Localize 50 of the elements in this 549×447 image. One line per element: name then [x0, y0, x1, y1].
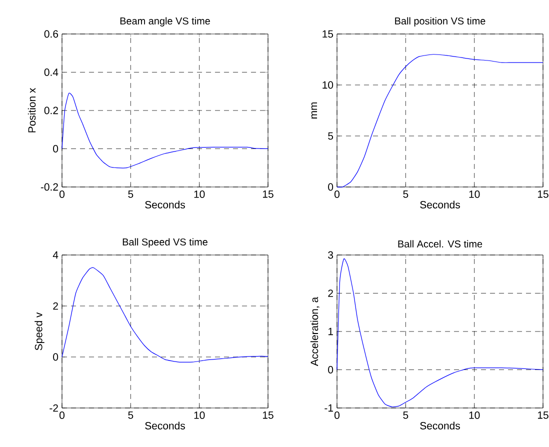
x-tick-label: 5	[403, 190, 408, 198]
x-axis-title: Seconds	[145, 422, 185, 430]
chart-title: Beam angle VS time	[120, 17, 210, 26]
y-tick-label: 2	[328, 290, 333, 297]
x-tick-label: 5	[128, 190, 134, 198]
y-tick-label: 0	[328, 183, 334, 191]
x-tick-label: 10	[469, 190, 480, 198]
y-tick-label: -1	[324, 404, 333, 412]
x-tick-label: 0	[334, 190, 340, 198]
y-tick-label: 2	[53, 302, 58, 310]
y-tick-label: 0	[53, 145, 58, 152]
y-tick-label: 3	[328, 251, 334, 259]
y-tick-label: 1	[328, 328, 333, 336]
line-series	[336, 54, 544, 188]
x-tick-label: 10	[194, 412, 205, 419]
y-tick-label: 0.6	[44, 30, 58, 38]
chart-title: Ball Speed VS time	[122, 238, 208, 248]
y-tick-label: 5	[328, 132, 334, 140]
x-tick-label: 10	[469, 412, 480, 419]
line-series	[336, 258, 544, 408]
x-tick-label: 15	[538, 190, 548, 198]
y-tick-label: 0	[328, 366, 334, 374]
x-tick-label: 0	[334, 412, 340, 419]
x-tick-label: 5	[403, 412, 408, 419]
x-tick-label: 15	[538, 412, 548, 419]
y-tick-label: 4	[52, 251, 58, 259]
x-tick-label: 15	[262, 412, 274, 419]
y-tick-label: 0.2	[44, 106, 58, 114]
y-axis-title: Position x	[28, 88, 36, 132]
x-axis-title: Seconds	[145, 200, 185, 208]
y-axis-title: Speed v	[34, 312, 44, 350]
x-tick-label: 0	[60, 412, 65, 419]
y-tick-label: 0.4	[44, 68, 58, 76]
y-tick-label: 15	[322, 30, 334, 38]
y-tick-label: -0.2	[40, 183, 58, 191]
x-axis-title: Seconds	[420, 422, 460, 430]
y-tick-label: 0	[53, 353, 58, 361]
x-axis-title: Seconds	[420, 200, 460, 208]
line-series	[62, 267, 268, 363]
y-axis-title: mm	[311, 102, 318, 119]
line-series	[62, 92, 268, 168]
x-tick-label: 15	[262, 190, 274, 198]
y-axis-title: Acceleration, a	[310, 296, 320, 366]
y-tick-label: -2	[50, 404, 58, 412]
y-tick-label: 10	[322, 81, 334, 89]
x-tick-label: 0	[60, 190, 65, 198]
x-tick-label: 5	[128, 412, 134, 419]
chart-title: Ball position VS time	[395, 17, 486, 26]
chart-title: Ball Accel. VS time	[398, 240, 482, 248]
x-tick-label: 10	[194, 190, 205, 198]
